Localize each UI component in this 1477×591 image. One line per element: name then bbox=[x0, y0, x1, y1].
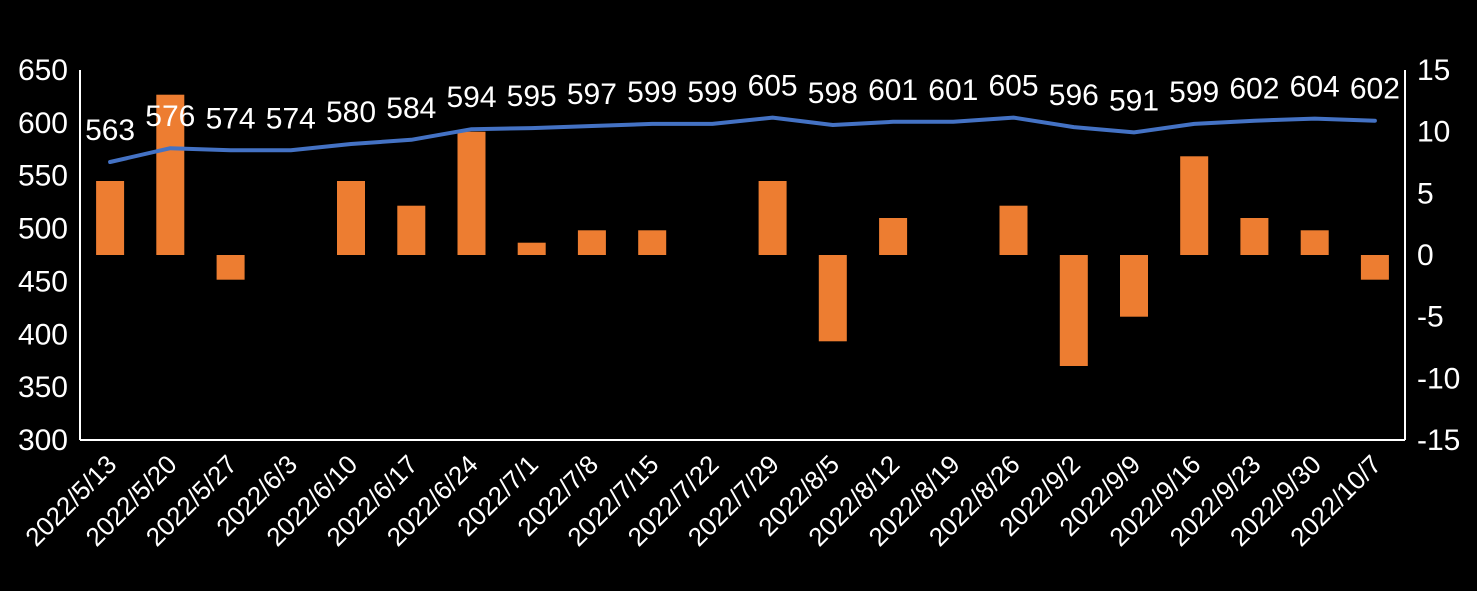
bar-weekly-change bbox=[1240, 218, 1269, 255]
data-label: 584 bbox=[386, 92, 436, 125]
left-axis-tick-label: 500 bbox=[18, 213, 68, 246]
left-axis-tick-label: 400 bbox=[18, 318, 68, 351]
bar-weekly-change bbox=[457, 131, 486, 255]
right-axis-tick-label: 0 bbox=[1417, 239, 1434, 272]
left-axis-tick-label: 650 bbox=[18, 54, 68, 87]
right-axis-tick-label: 15 bbox=[1417, 54, 1450, 87]
data-label: 605 bbox=[748, 70, 798, 103]
left-axis-tick-label: 350 bbox=[18, 371, 68, 404]
data-label: 591 bbox=[1109, 84, 1159, 117]
data-label: 601 bbox=[928, 74, 978, 107]
bar-weekly-change bbox=[517, 242, 546, 255]
data-label: 602 bbox=[1229, 73, 1279, 106]
data-label: 596 bbox=[1049, 79, 1099, 112]
right-axis-tick-label: -15 bbox=[1417, 424, 1460, 457]
left-axis-tick-label: 450 bbox=[18, 265, 68, 298]
right-axis-tick-label: 5 bbox=[1417, 177, 1434, 210]
data-label: 594 bbox=[446, 81, 496, 114]
bar-weekly-change bbox=[1180, 156, 1209, 255]
right-axis-tick-label: 10 bbox=[1417, 116, 1450, 149]
bar-weekly-change bbox=[577, 230, 606, 255]
data-label: 601 bbox=[868, 74, 918, 107]
data-label: 595 bbox=[507, 80, 557, 113]
data-label: 599 bbox=[1169, 76, 1219, 109]
data-label: 602 bbox=[1350, 73, 1400, 106]
bar-weekly-change bbox=[156, 94, 185, 255]
data-label: 598 bbox=[808, 77, 858, 110]
bar-weekly-change bbox=[397, 205, 426, 255]
bar-weekly-change bbox=[638, 230, 667, 255]
left-axis-tick-label: 600 bbox=[18, 107, 68, 140]
bar-weekly-change bbox=[999, 205, 1028, 255]
line-series-level bbox=[108, 115, 1377, 164]
bar-weekly-change bbox=[216, 255, 245, 280]
data-label: 574 bbox=[206, 102, 256, 135]
bar-weekly-change bbox=[1360, 255, 1389, 280]
data-label: 605 bbox=[988, 70, 1038, 103]
data-label: 599 bbox=[687, 76, 737, 109]
bar-weekly-change bbox=[758, 181, 787, 255]
bar-weekly-change bbox=[1300, 230, 1329, 255]
bar-weekly-change bbox=[337, 181, 365, 255]
data-label: 599 bbox=[627, 76, 677, 109]
data-label: 597 bbox=[567, 78, 617, 111]
bar-weekly-change bbox=[1120, 255, 1148, 317]
right-axis-tick-label: -5 bbox=[1417, 301, 1444, 334]
right-axis-tick-label: -10 bbox=[1417, 362, 1460, 395]
data-label: 580 bbox=[326, 96, 376, 129]
data-label: 576 bbox=[145, 100, 195, 133]
data-label: 563 bbox=[85, 114, 135, 147]
data-label: 604 bbox=[1290, 71, 1340, 104]
bar-weekly-change bbox=[1059, 255, 1088, 366]
bar-weekly-change bbox=[96, 181, 125, 255]
bar-weekly-change bbox=[879, 218, 908, 255]
bar-weekly-change bbox=[818, 255, 847, 342]
data-label: 574 bbox=[266, 102, 316, 135]
left-axis-tick-label: 300 bbox=[18, 424, 68, 457]
left-axis-tick-label: 550 bbox=[18, 160, 68, 193]
